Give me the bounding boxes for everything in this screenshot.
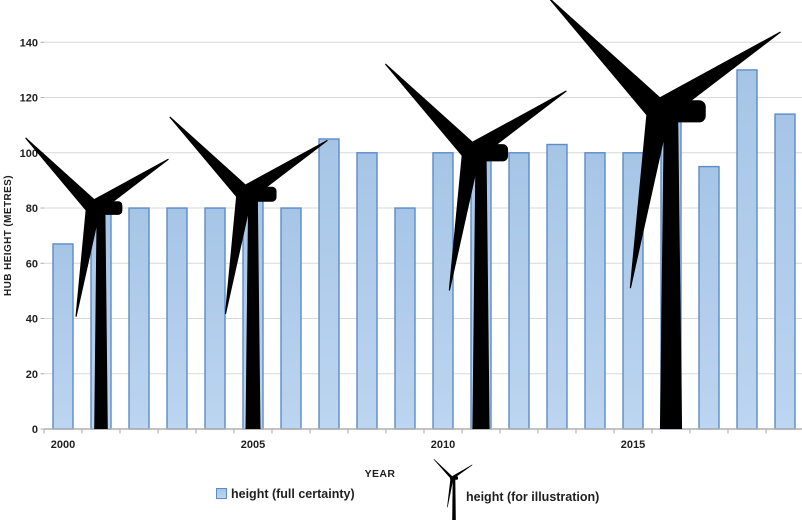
bar-2014: [584, 152, 606, 430]
bar-2017: [698, 165, 720, 430]
turbine-illustration-2011: [385, 63, 567, 430]
y-tick-label: 120: [20, 93, 38, 105]
bar-2010: [432, 152, 454, 430]
turbine-mast: [452, 478, 456, 520]
legend-turbine-label: height (for illustration): [466, 490, 600, 504]
turbine-icon: [433, 458, 473, 520]
bar-2004: [204, 207, 226, 430]
y-tick-label: 40: [26, 314, 38, 326]
turbine-blade: [385, 63, 478, 160]
y-tick-labels: 0 20 40 60 80 100 120 140: [20, 37, 38, 436]
turbine-hub: [464, 146, 478, 160]
y-tick-label: 80: [26, 203, 38, 215]
x-axis-title: YEAR: [364, 468, 396, 480]
bar-2000: [52, 243, 74, 430]
y-tick-label: 0: [32, 424, 38, 436]
bar-2013: [546, 143, 568, 430]
turbine-hub: [238, 188, 251, 201]
bar-2007: [318, 138, 340, 430]
y-tick-label: 140: [20, 37, 38, 49]
y-tick-label: 20: [26, 369, 38, 381]
bar-2019: [774, 113, 796, 430]
legend-turbine: [433, 458, 473, 520]
x-tick-label: 2015: [621, 439, 645, 451]
legend-bar-swatch: [216, 488, 227, 499]
turbine-mast: [245, 194, 261, 429]
turbine-illustration-2005: [169, 116, 328, 429]
turbine-hub: [649, 102, 668, 121]
turbine-illustration-2016: [549, 0, 781, 429]
turbine-mast: [472, 152, 490, 430]
turbine-blade: [25, 137, 99, 214]
bar-2012: [508, 152, 530, 430]
bar-2006: [280, 207, 302, 430]
y-axis-title: HUB HEIGHT (METRES): [2, 175, 14, 296]
turbine-hub: [87, 202, 99, 214]
bar-2002: [128, 207, 150, 430]
turbine-blade: [549, 0, 667, 120]
turbine-mast: [94, 208, 108, 429]
x-tick-labels: 2000 2005 2010 2015: [51, 439, 645, 451]
turbine-illustration-2001: [25, 137, 169, 429]
bar-2018: [736, 69, 758, 430]
legend-bar-label: height (full certainty): [231, 487, 355, 501]
turbine-hub: [450, 476, 454, 480]
x-tick-label: 2010: [431, 439, 455, 451]
bar-series: [52, 69, 796, 430]
turbine-blade: [169, 116, 251, 201]
turbine-blade: [433, 458, 454, 480]
bar-2009: [394, 207, 416, 430]
bar-2003: [166, 207, 188, 430]
bar-2008: [356, 152, 378, 430]
x-tick-label: 2000: [51, 439, 75, 451]
turbine-blade: [447, 477, 454, 508]
y-tick-label: 60: [26, 258, 38, 270]
y-tick-label: 100: [20, 148, 38, 160]
turbine-mast: [659, 111, 683, 429]
x-tick-label: 2005: [241, 439, 265, 451]
turbine-illustrations: [25, 0, 781, 430]
